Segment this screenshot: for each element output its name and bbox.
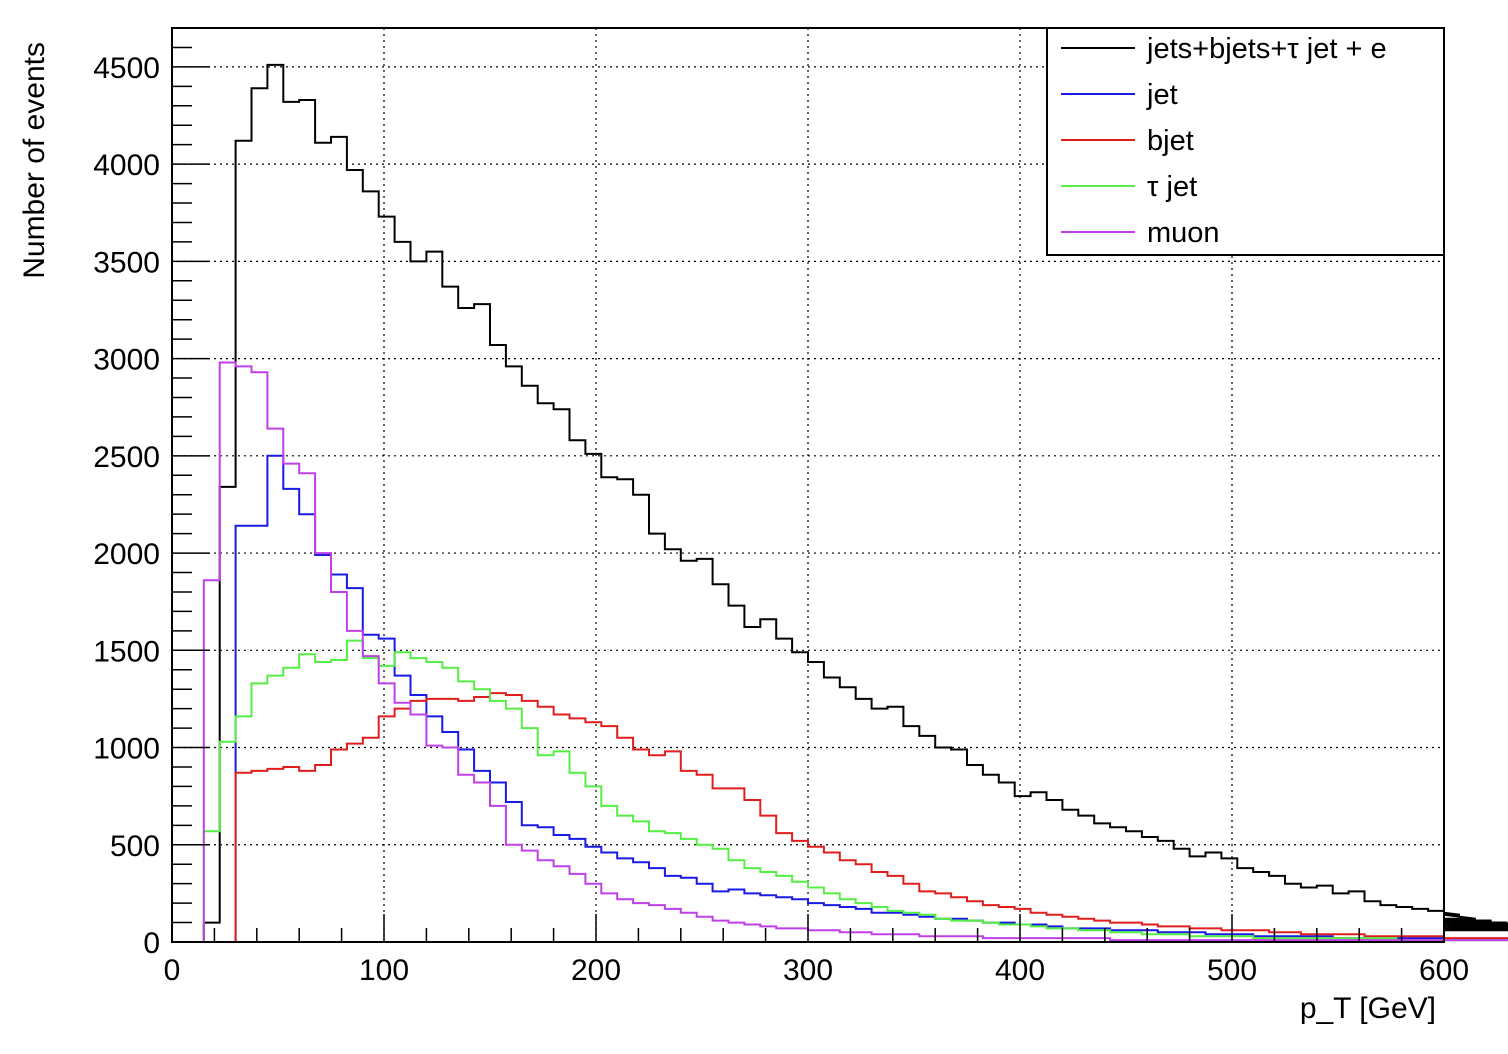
y-tick-label: 1000 <box>93 733 160 766</box>
x-axis-label: p_T [GeV] <box>1300 992 1436 1025</box>
legend-label-2: bjet <box>1147 125 1194 157</box>
y-tick-label: 500 <box>110 830 160 863</box>
y-tick-label: 2000 <box>93 538 160 571</box>
legend-label-1: jet <box>1146 79 1178 111</box>
y-axis-label: Number of events <box>18 42 51 279</box>
legend-label-3: τ jet <box>1147 171 1197 203</box>
plot-series <box>172 63 1508 943</box>
series-line-0 <box>172 63 1508 943</box>
legend-label-0: jets+bjets+τ jet + e <box>1146 33 1387 65</box>
legend-label-4: muon <box>1147 217 1220 249</box>
y-tick-label: 1500 <box>93 635 160 668</box>
y-tick-label: 3000 <box>93 344 160 377</box>
series-line-4 <box>172 361 1508 943</box>
legend: jets+bjets+τ jet + e jet bjet τ jet muon <box>1046 27 1445 256</box>
y-tick-label: 4000 <box>93 149 160 182</box>
x-tick-label: 200 <box>571 954 621 987</box>
series-line-3 <box>172 639 1508 943</box>
axis-ticks <box>171 27 1445 943</box>
x-tick-label: 500 <box>1207 954 1257 987</box>
y-tick-label: 2500 <box>93 441 160 474</box>
x-tick-label: 300 <box>783 954 833 987</box>
x-tick-label: 600 <box>1419 954 1469 987</box>
y-tick-label: 3500 <box>93 246 160 279</box>
x-tick-label: 100 <box>359 954 409 987</box>
x-tick-label: 0 <box>164 954 181 987</box>
y-tick-label: 4500 <box>93 52 160 85</box>
x-tick-label: 400 <box>995 954 1045 987</box>
tick-labels: 0 100 200 300 400 500 600 0 500 1000 1500 2000 2500 3… <box>93 52 1469 987</box>
y-tick-label: 0 <box>143 927 160 960</box>
legend-box <box>1046 27 1445 256</box>
